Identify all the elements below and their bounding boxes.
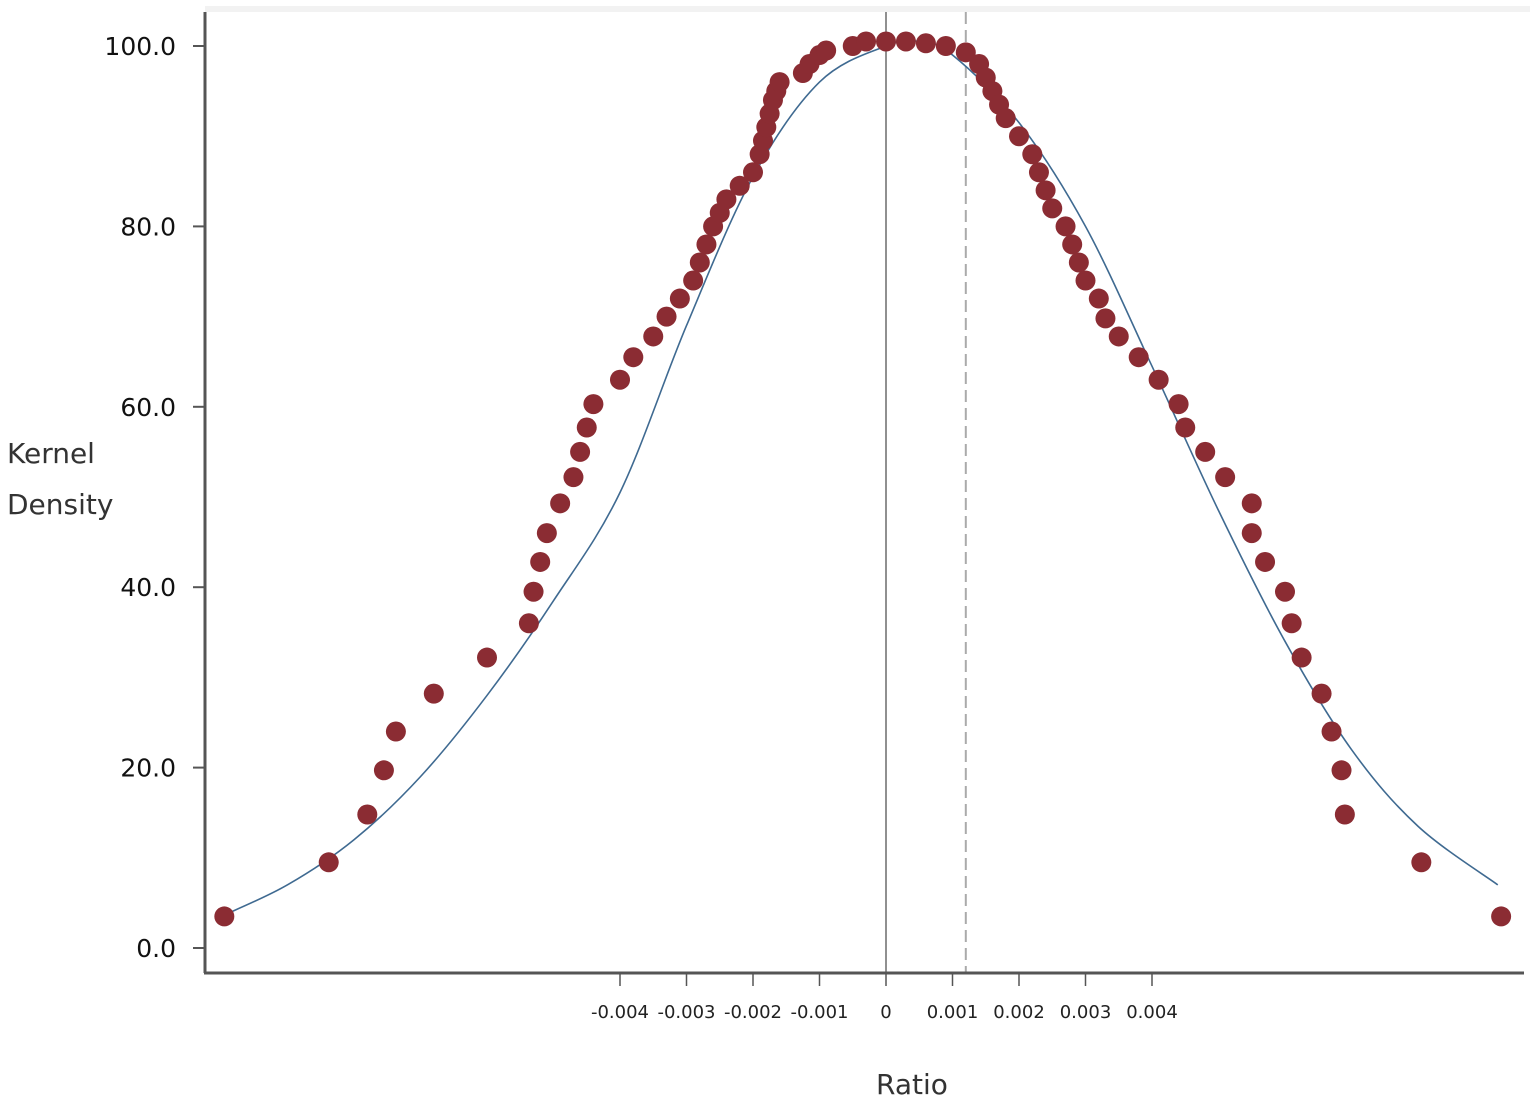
data-point: [769, 72, 790, 93]
x-axis-ticks: -0.004 -0.003 -0.002 -0.001 0 0.001 0.002 0.003…: [591, 973, 1178, 1023]
data-point: [729, 175, 750, 196]
data-point: [1062, 234, 1083, 255]
y-tick-label: 20.0: [120, 754, 176, 783]
data-point: [477, 647, 497, 668]
data-point: [373, 760, 394, 781]
data-point: [1168, 394, 1189, 415]
data-point: [935, 36, 956, 56]
x-tick-label: -0.001: [790, 1002, 848, 1023]
data-point: [856, 31, 877, 52]
data-point: [656, 306, 677, 327]
axes: [203, 12, 1524, 975]
data-point: [530, 551, 551, 572]
data-point: [583, 394, 604, 415]
y-tick-label: 100.0: [104, 32, 176, 61]
data-point: [570, 441, 591, 462]
data-point: [1215, 467, 1236, 488]
data-point: [1241, 523, 1262, 544]
data-point: [563, 467, 584, 488]
data-point: [1491, 906, 1512, 927]
x-tick-label: 0.002: [993, 1002, 1045, 1023]
data-point: [1321, 721, 1342, 742]
data-point: [385, 721, 406, 742]
data-point: [716, 189, 737, 210]
data-point: [1281, 613, 1302, 634]
data-point: [876, 31, 896, 52]
data-point: [1075, 270, 1096, 291]
data-point: [357, 804, 378, 825]
data-point: [689, 252, 710, 273]
top-shadow: [205, 6, 1530, 12]
x-tick-label: 0.004: [1126, 1002, 1178, 1023]
data-point: [955, 42, 976, 63]
data-point: [1195, 441, 1216, 462]
data-point: [816, 40, 837, 61]
data-point: [523, 581, 544, 602]
data-point: [576, 417, 597, 438]
data-point: [683, 270, 704, 291]
data-point: [1088, 288, 1109, 309]
y-axis-title-line-2: Density: [7, 488, 113, 521]
data-point: [1022, 144, 1043, 165]
data-point: [1095, 308, 1116, 329]
y-tick-label: 40.0: [120, 573, 176, 602]
data-point: [610, 369, 630, 390]
data-point: [214, 906, 235, 927]
data-point: [1311, 683, 1332, 704]
x-tick-label: 0.001: [927, 1002, 979, 1023]
data-point: [995, 108, 1016, 129]
x-tick-label: 0.003: [1060, 1002, 1112, 1023]
data-point: [1411, 852, 1432, 873]
x-tick-label: -0.002: [724, 1002, 782, 1023]
data-point: [550, 493, 571, 514]
y-axis-ticks: 0.0 20.0 40.0 60.0 80.0 100.0: [104, 32, 205, 963]
data-point: [1009, 126, 1029, 147]
y-axis-title-line-1: Kernel: [7, 437, 95, 470]
data-point: [1028, 162, 1049, 183]
data-point: [915, 33, 936, 54]
data-point: [1055, 216, 1076, 237]
data-point: [1291, 647, 1312, 668]
y-tick-label: 80.0: [120, 212, 176, 241]
x-tick-label: -0.003: [657, 1002, 715, 1023]
data-point: [536, 523, 557, 544]
data-point: [895, 31, 916, 52]
data-point: [669, 288, 690, 309]
data-point: [423, 683, 444, 704]
data-point: [318, 852, 339, 873]
x-axis-title: Ratio: [876, 1068, 948, 1101]
data-point: [1042, 198, 1063, 219]
data-point: [1068, 252, 1089, 273]
data-point: [696, 234, 717, 255]
y-tick-label: 60.0: [120, 393, 176, 422]
x-tick-label: -0.004: [591, 1002, 649, 1023]
data-point: [643, 326, 664, 347]
data-point: [623, 347, 644, 368]
y-tick-label: 0.0: [136, 934, 176, 963]
data-point: [1331, 760, 1352, 781]
x-tick-label: 0: [880, 1002, 891, 1023]
data-point: [518, 613, 539, 634]
data-point: [1035, 180, 1056, 201]
data-point: [1108, 326, 1129, 347]
data-point: [1241, 493, 1262, 514]
data-point: [1255, 551, 1276, 572]
data-point: [1334, 804, 1355, 825]
data-point: [1128, 347, 1149, 368]
data-point: [1275, 581, 1295, 602]
data-point: [1148, 369, 1169, 390]
data-point: [1175, 417, 1196, 438]
data-points-layer: [214, 31, 1512, 927]
reference-lines: [885, 12, 967, 972]
data-point: [743, 162, 763, 183]
